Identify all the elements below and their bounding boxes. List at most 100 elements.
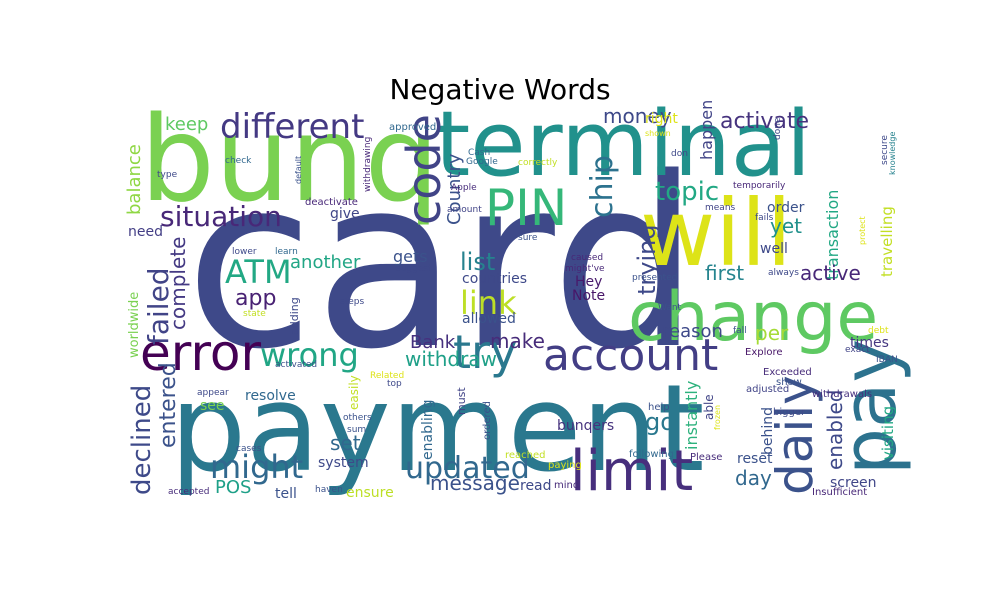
word-link: link [460,284,517,322]
word-exceeded: Exceeded [763,367,812,378]
word-secure: secure [880,135,890,165]
word-make: make [490,329,545,353]
word-failed: failed [142,267,175,345]
word-suggest: suggest [396,264,432,274]
word-resolve: resolve [245,388,296,404]
word-fall: fall [733,326,747,336]
word-situation: situation [160,200,282,233]
word-others: others [343,413,372,423]
word-list: list [460,248,495,276]
word-caused: caused [571,253,603,263]
word-need: need [128,224,163,240]
word-easily: easily [347,375,361,410]
word-cases: cases [236,444,262,454]
word-protect: protect [858,216,867,245]
word-withdraw: withdraw [405,347,497,371]
word-happen: happen [697,100,716,160]
word-check: check [225,156,252,166]
word-code: code [397,114,451,225]
word-bunqers: bunqers [557,418,614,434]
word-will: will [640,180,792,287]
word-sum: sum [347,425,366,435]
word-keep: keep [165,114,208,135]
word-lower: lower [232,247,257,257]
word-must: must [455,387,468,415]
word-sure: sure [518,233,538,243]
word-adding: adding [288,297,301,335]
word-bank: Bank [410,332,456,353]
word-done: done [773,117,783,140]
word-go: go [645,408,675,436]
word-another: another [290,252,361,273]
word-insufficient: Insufficient [812,487,867,498]
word-trying: trying [633,224,661,295]
word-haven: haven [315,485,343,495]
word-bigger: bigger [773,407,806,418]
word-mind: mind [554,480,579,491]
word-day: day [735,466,772,490]
word-times: times [850,335,889,351]
word-presented: presented [632,273,677,283]
word-money: money [603,104,672,128]
word-visiting: visiting [879,406,897,460]
word-means: means [705,203,736,213]
word-give: give [330,206,360,222]
word-daily: daily [766,375,824,495]
word-state: state [243,309,266,319]
word-activated: activated [275,360,317,370]
word-set: set [330,431,361,455]
word-order: order [767,200,805,216]
word-atm: ATM [225,253,292,291]
word-explore: Explore [745,347,783,358]
word-ordered: ordered [482,401,493,440]
word-amount: amount [447,205,482,215]
word-per: per [755,321,789,345]
word-well: well [760,241,788,257]
word-enabling: enabling [420,400,436,461]
word-able: able [702,394,716,420]
word-exact: exact [845,345,870,355]
word-bunq: bunq [140,90,439,228]
word-worldwide: worldwide [127,292,142,358]
word-message: message [430,471,520,495]
word-debt: debt [868,326,889,336]
word-right: right [645,111,678,127]
word-country: Country [444,153,465,225]
word-ensure: ensure [346,485,394,501]
word-enabled: enabled [823,390,847,471]
word-behind: behind [760,407,776,455]
word-learn: learn [275,247,298,257]
word-card: card [185,128,700,401]
word-iban: IBAN [876,355,898,365]
word-frozen: frozen [713,405,722,430]
word-yet: yet [770,214,802,238]
word-top: top [387,379,402,389]
word-related: Related [370,371,404,381]
word-might-ve: might've [565,264,605,274]
word-screen: screen [830,475,877,491]
word-appear: appear [197,388,229,398]
word-following: following [629,449,674,460]
word-pay: pay [827,339,913,475]
word-cash: Cash [468,148,490,158]
word-app: app [235,286,276,311]
word-show: show [776,377,802,388]
word-instantly: instantly [682,381,701,450]
word-default: default [294,156,303,184]
word-system: system [318,455,369,471]
word-wrong: wrong [260,336,359,374]
word-different: different [220,107,364,147]
word-active: active [800,261,861,285]
word-updated: updated [405,451,530,486]
word-apple: Apple [451,183,477,193]
word-first: first [705,261,744,285]
word-gets: gets [393,247,428,266]
word-allowed: allowed [462,311,516,327]
word-withdrawals: withdrawals [812,389,872,400]
word-adjusted: adjusted [746,384,789,395]
word-accepted: accepted [168,487,209,497]
word-steps: steps [340,297,364,307]
word-account: account [543,330,718,381]
word-type: type [157,170,178,180]
